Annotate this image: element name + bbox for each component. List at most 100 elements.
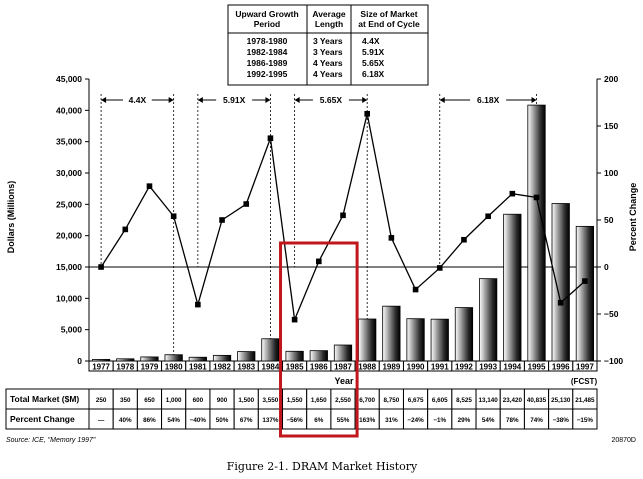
percent-change-point [122, 226, 129, 233]
cycle-table-size: 5.91X [362, 47, 385, 57]
x-tick-label: 1979 [141, 363, 159, 372]
data-table-value: 55% [337, 417, 350, 424]
percent-change-point [267, 135, 274, 142]
bar [237, 351, 256, 362]
data-table-value: 31% [385, 417, 398, 424]
data-table-value: 1,000 [166, 397, 182, 404]
data-table-value: 1,650 [311, 397, 327, 404]
data-table-value: 40% [119, 417, 132, 424]
data-table-value: −15% [577, 417, 594, 424]
cycle-arrowhead-right [531, 97, 537, 103]
cycle-arrowhead-right [362, 97, 368, 103]
data-table-value: 650 [144, 397, 155, 404]
percent-change-point [436, 265, 443, 271]
percent-change-point [388, 235, 395, 241]
figure-id: 20870D [611, 437, 636, 444]
percent-change-point [316, 258, 322, 265]
cycle-table-size: 6.18X [362, 69, 385, 79]
data-table: Total Market ($M) 250 350 650 1,000 600 900 1,5… [5, 388, 598, 430]
data-table-value: 13,140 [479, 397, 499, 404]
data-table-value: 50% [216, 417, 229, 424]
bar [333, 344, 353, 362]
bar [406, 318, 425, 362]
percent-change-point [243, 201, 250, 207]
x-tick-label: 1989 [382, 363, 400, 372]
cycle-table-period: 1992-1995 [247, 69, 288, 79]
x-tick-label: 1995 [528, 363, 546, 372]
percent-change-point [461, 236, 467, 243]
data-table-value: 6,675 [408, 397, 424, 404]
data-table-value: 21,485 [575, 397, 595, 404]
bar [285, 350, 304, 362]
data-table-value: 163% [359, 417, 376, 424]
bar [382, 305, 401, 362]
cycle-table-header-period: Upward Growth Period [235, 9, 298, 29]
x-tick-label: 1977 [92, 363, 110, 372]
x-tick-label: 1983 [237, 363, 255, 372]
y2-axis-label: Percent Change [628, 183, 638, 252]
bar [116, 358, 135, 362]
x-tick-label: 1985 [286, 363, 304, 372]
data-table-row-label: Total Market ($M) [10, 394, 79, 404]
data-table-value: 3,550 [263, 397, 279, 404]
data-table-value: 74% [530, 417, 543, 424]
data-table-value: 78% [506, 417, 519, 424]
data-table-value: 54% [167, 417, 180, 424]
data-table-value: −40% [190, 417, 207, 424]
data-table-value: 67% [240, 417, 253, 424]
cycle-table-period: 1986-1989 [247, 58, 288, 68]
percent-change-line [98, 110, 588, 323]
data-table-value: 54% [482, 417, 495, 424]
cycle-arrowhead-right [168, 97, 174, 103]
cycle-label: 5.65X [320, 95, 343, 105]
x-tick-label: 1994 [503, 363, 521, 372]
percent-change-point [195, 301, 201, 308]
x-tick-label: 1988 [358, 363, 376, 372]
y-tick-label: 15,000 [56, 262, 82, 272]
x-tick-label: 1996 [552, 363, 570, 372]
percent-change-point [364, 110, 370, 117]
bar [140, 356, 159, 362]
bar [527, 104, 546, 362]
percent-change-point [485, 213, 491, 220]
y-tick-label: 10,000 [56, 293, 82, 303]
x-tick-label: 1982 [213, 363, 231, 372]
data-table-row-label: Percent Change [10, 414, 75, 424]
bar [454, 307, 474, 362]
market-bars [91, 104, 595, 362]
cycle-label: 4.4X [129, 95, 147, 105]
x-tick-label: 1990 [407, 363, 425, 372]
y2-tick-label: 50 [604, 215, 614, 225]
cycle-label: 6.18X [477, 95, 500, 105]
percent-change-point [146, 183, 153, 189]
chart-axes: 0 5,000 10,000 15,000 20,000 25,000 30,000 35,0… [56, 74, 623, 372]
cycle-table-header-size: Size of Market at End of Cycle [358, 9, 420, 29]
x-tick-label: 1986 [310, 363, 328, 372]
percent-change-point [98, 264, 104, 270]
bar [430, 318, 449, 362]
x-tick-label: 1980 [165, 363, 183, 372]
data-table-value: 23,420 [503, 397, 523, 404]
y2-tick-label: 200 [604, 74, 618, 84]
cycle-table-period: 1978-1980 [247, 36, 288, 46]
y-tick-label: 35,000 [56, 137, 82, 147]
cycle-table-length: 3 Years [313, 47, 343, 57]
data-table-value: 40,835 [527, 397, 547, 404]
data-table-value: 8,750 [383, 397, 399, 404]
cycle-arrowhead-right [265, 97, 271, 103]
data-table-value: 86% [143, 417, 156, 424]
data-table-value: 600 [193, 397, 204, 404]
data-table-value: 6% [314, 417, 324, 424]
bar [575, 225, 595, 362]
cycle-table-period: 1982-1984 [247, 47, 288, 57]
data-table-value: 1,500 [238, 397, 254, 404]
y-tick-label: 5,000 [61, 325, 83, 335]
figure-caption: Figure 2-1. DRAM Market History [227, 460, 418, 473]
x-tick-label: 1987 [334, 363, 352, 372]
y-tick-label: 20,000 [56, 231, 82, 241]
data-table-value: 900 [217, 397, 228, 404]
cycle-table-size: 5.65X [362, 58, 385, 68]
data-table-value: 137% [262, 417, 279, 424]
x-axis-label: Year [334, 376, 354, 386]
data-table-value: −24% [407, 417, 424, 424]
